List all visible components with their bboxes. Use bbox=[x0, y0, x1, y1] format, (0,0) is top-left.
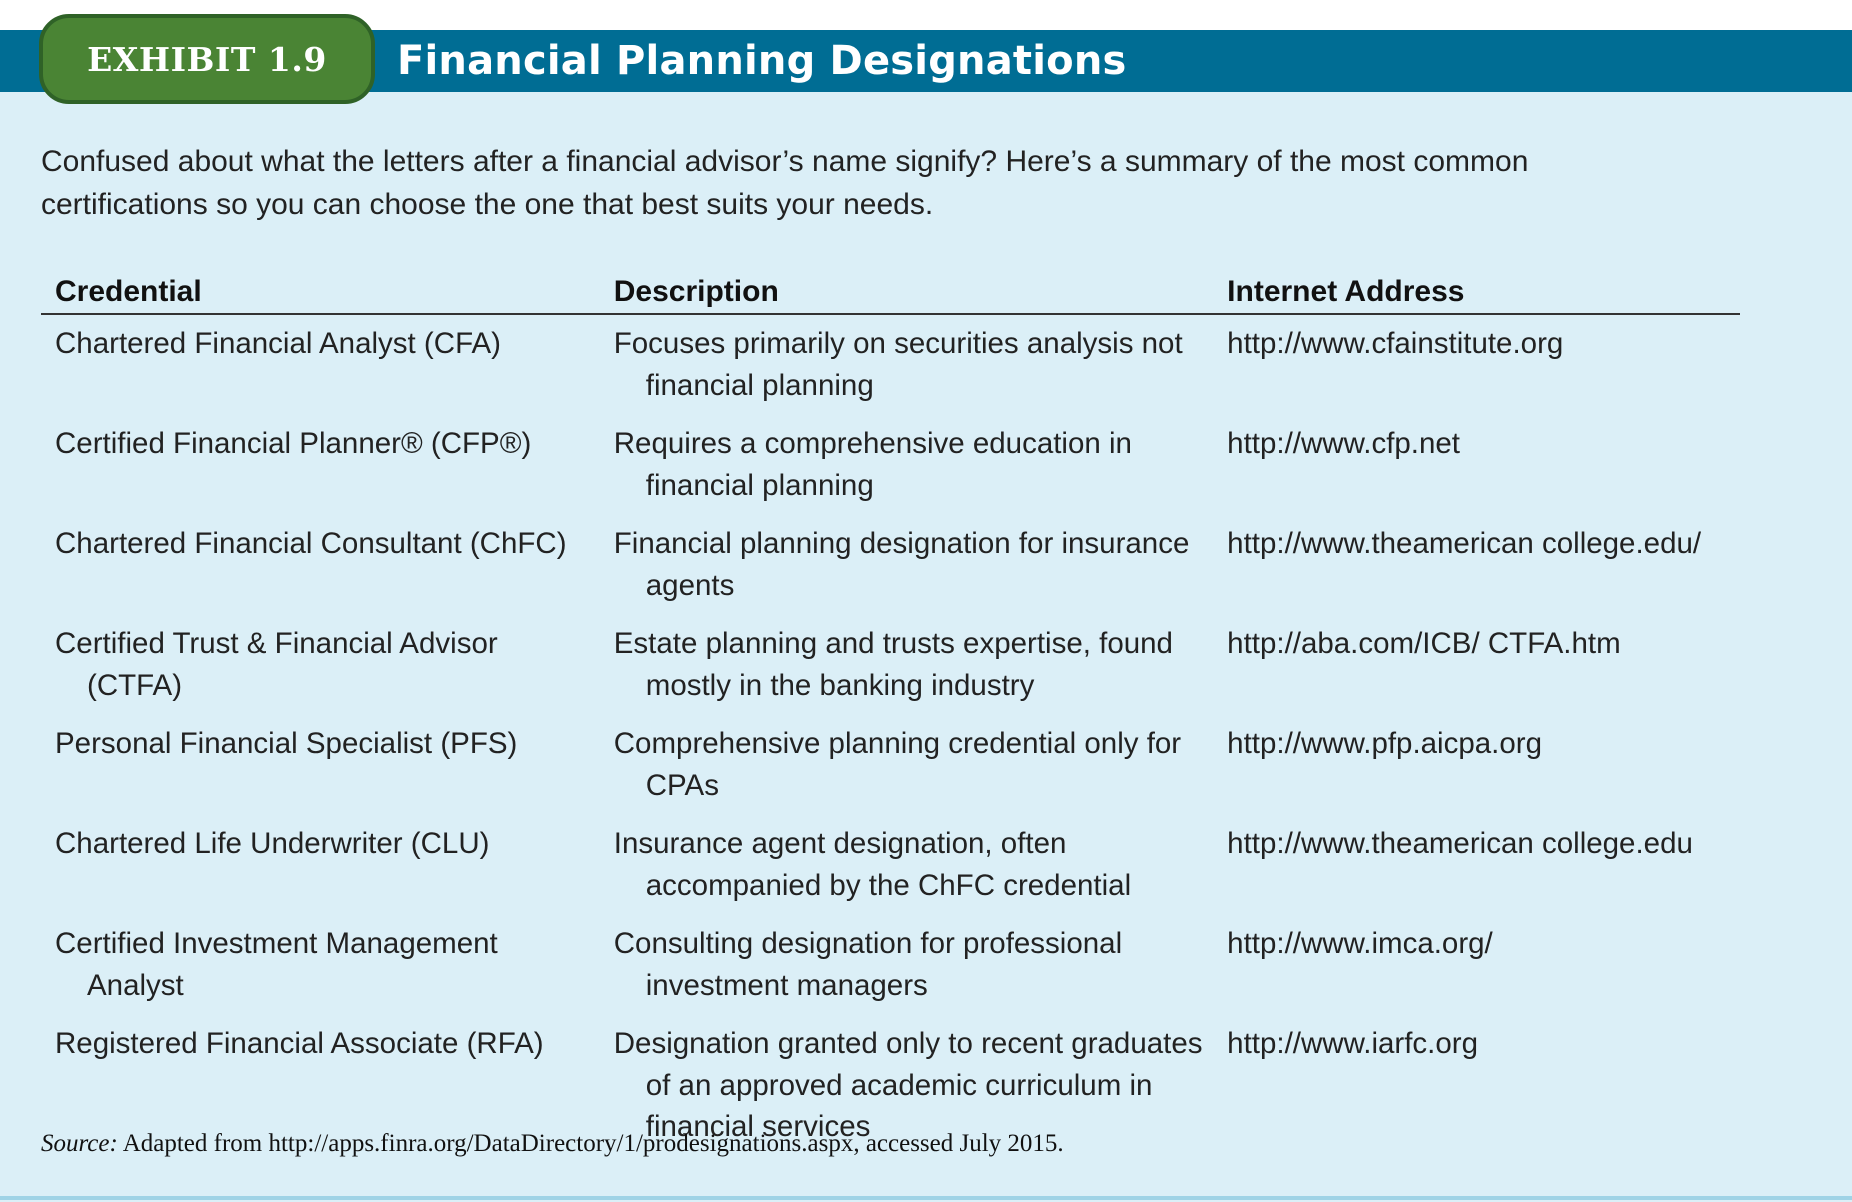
credential-cell: Certified Trust & Financial Advisor (CTF… bbox=[41, 615, 600, 715]
url-link[interactable]: http://www.pfp.aicpa.org bbox=[1227, 727, 1543, 760]
credential-cell: Certified Financial Planner® (CFP®) bbox=[41, 415, 600, 515]
url-link[interactable]: http://www.imca.org/ bbox=[1227, 927, 1493, 960]
description-text: Consulting designation for professional … bbox=[613, 927, 1123, 1002]
credential-text: Chartered Life Underwriter (CLU) bbox=[55, 827, 490, 860]
intro-line-2: certifications so you can choose the one… bbox=[41, 188, 934, 221]
url-link[interactable]: http://www.iarfc.org bbox=[1227, 1027, 1479, 1060]
table-row: Certified Financial Planner® (CFP®) Requ… bbox=[41, 415, 1740, 515]
source-label: Source: bbox=[41, 1130, 118, 1157]
description-text: Estate planning and trusts expertise, fo… bbox=[613, 627, 1173, 702]
credential-text: Certified Investment Management Analyst bbox=[55, 927, 498, 1002]
column-header-internet-address: Internet Address bbox=[1213, 265, 1740, 315]
url-cell: http://aba.com/ICB/ CTFA.htm bbox=[1213, 615, 1740, 715]
credential-cell: Chartered Financial Consultant (ChFC) bbox=[41, 515, 600, 615]
url-cell: http://www.theamerican college.edu bbox=[1213, 815, 1740, 915]
credential-text: Registered Financial Associate (RFA) bbox=[55, 1027, 544, 1060]
column-header-description: Description bbox=[599, 265, 1214, 315]
table-row: Registered Financial Associate (RFA) Des… bbox=[41, 1015, 1740, 1157]
designations-table: Credential Description Internet Address … bbox=[41, 265, 1740, 1157]
url-cell: http://www.cfainstitute.org bbox=[1213, 314, 1740, 415]
credential-text: Certified Financial Planner® (CFP®) bbox=[55, 427, 532, 460]
source-note: Source: Adapted from http://apps.finra.o… bbox=[41, 1130, 1064, 1158]
intro-paragraph: Confused about what the letters after a … bbox=[41, 140, 1641, 226]
description-cell: Focuses primarily on securities analysis… bbox=[600, 314, 1213, 415]
url-link[interactable]: http://www.theamerican college.edu bbox=[1227, 827, 1693, 860]
url-cell: http://www.cfp.net bbox=[1213, 415, 1740, 515]
url-link[interactable]: http://www.cfainstitute.org bbox=[1227, 327, 1564, 360]
description-cell: Insurance agent designation, often accom… bbox=[600, 815, 1213, 915]
description-text: Focuses primarily on securities analysis… bbox=[613, 327, 1183, 402]
table-row: Chartered Financial Analyst (CFA) Focuse… bbox=[41, 314, 1740, 415]
table-row: Chartered Life Underwriter (CLU) Insuran… bbox=[41, 815, 1740, 915]
description-text: Comprehensive planning credential only f… bbox=[613, 727, 1182, 802]
exhibit-panel bbox=[0, 36, 1852, 1202]
description-cell: Financial planning designation for insur… bbox=[600, 515, 1213, 615]
credential-cell: Personal Financial Specialist (PFS) bbox=[41, 715, 600, 815]
description-cell: Consulting designation for professional … bbox=[600, 915, 1213, 1015]
source-text: Adapted from http://apps.finra.org/DataD… bbox=[117, 1130, 1064, 1157]
url-cell: http://www.imca.org/ bbox=[1213, 915, 1740, 1015]
exhibit-badge: EXHIBIT 1.9 bbox=[39, 14, 375, 104]
exhibit-title: Financial Planning Designations bbox=[397, 38, 1127, 84]
credential-text: Certified Trust & Financial Advisor (CTF… bbox=[55, 627, 498, 702]
credential-cell: Registered Financial Associate (RFA) bbox=[41, 1015, 600, 1157]
credential-text: Chartered Financial Consultant (ChFC) bbox=[55, 527, 567, 560]
credential-text: Chartered Financial Analyst (CFA) bbox=[55, 327, 501, 360]
table-row: Certified Trust & Financial Advisor (CTF… bbox=[41, 615, 1740, 715]
description-text: Financial planning designation for insur… bbox=[613, 527, 1190, 602]
table-row: Certified Investment Management Analyst … bbox=[41, 915, 1740, 1015]
table-row: Chartered Financial Consultant (ChFC) Fi… bbox=[41, 515, 1740, 615]
table-header-row: Credential Description Internet Address bbox=[41, 265, 1740, 315]
description-text: Insurance agent designation, often accom… bbox=[613, 827, 1132, 902]
description-cell: Requires a comprehensive education in fi… bbox=[600, 415, 1213, 515]
description-cell: Estate planning and trusts expertise, fo… bbox=[600, 615, 1213, 715]
description-cell: Comprehensive planning credential only f… bbox=[600, 715, 1213, 815]
url-link[interactable]: http://www.cfp.net bbox=[1227, 427, 1461, 460]
credential-text: Personal Financial Specialist (PFS) bbox=[55, 727, 518, 760]
description-cell: Designation granted only to recent gradu… bbox=[600, 1015, 1213, 1157]
intro-line-1: Confused about what the letters after a … bbox=[41, 145, 1529, 178]
credential-cell: Chartered Financial Analyst (CFA) bbox=[41, 314, 600, 415]
description-text: Requires a comprehensive education in fi… bbox=[613, 427, 1132, 502]
table-row: Personal Financial Specialist (PFS) Comp… bbox=[41, 715, 1740, 815]
url-cell: http://www.iarfc.org bbox=[1213, 1015, 1740, 1157]
url-cell: http://www.pfp.aicpa.org bbox=[1213, 715, 1740, 815]
bottom-rule bbox=[0, 1196, 1852, 1200]
credential-cell: Certified Investment Management Analyst bbox=[41, 915, 600, 1015]
column-header-credential: Credential bbox=[41, 265, 600, 315]
url-cell: http://www.theamerican college.edu/ bbox=[1213, 515, 1740, 615]
url-link[interactable]: http://www.theamerican college.edu/ bbox=[1227, 527, 1702, 560]
credential-cell: Chartered Life Underwriter (CLU) bbox=[41, 815, 600, 915]
url-link[interactable]: http://aba.com/ICB/ CTFA.htm bbox=[1227, 627, 1621, 660]
description-text: Designation granted only to recent gradu… bbox=[613, 1027, 1203, 1143]
